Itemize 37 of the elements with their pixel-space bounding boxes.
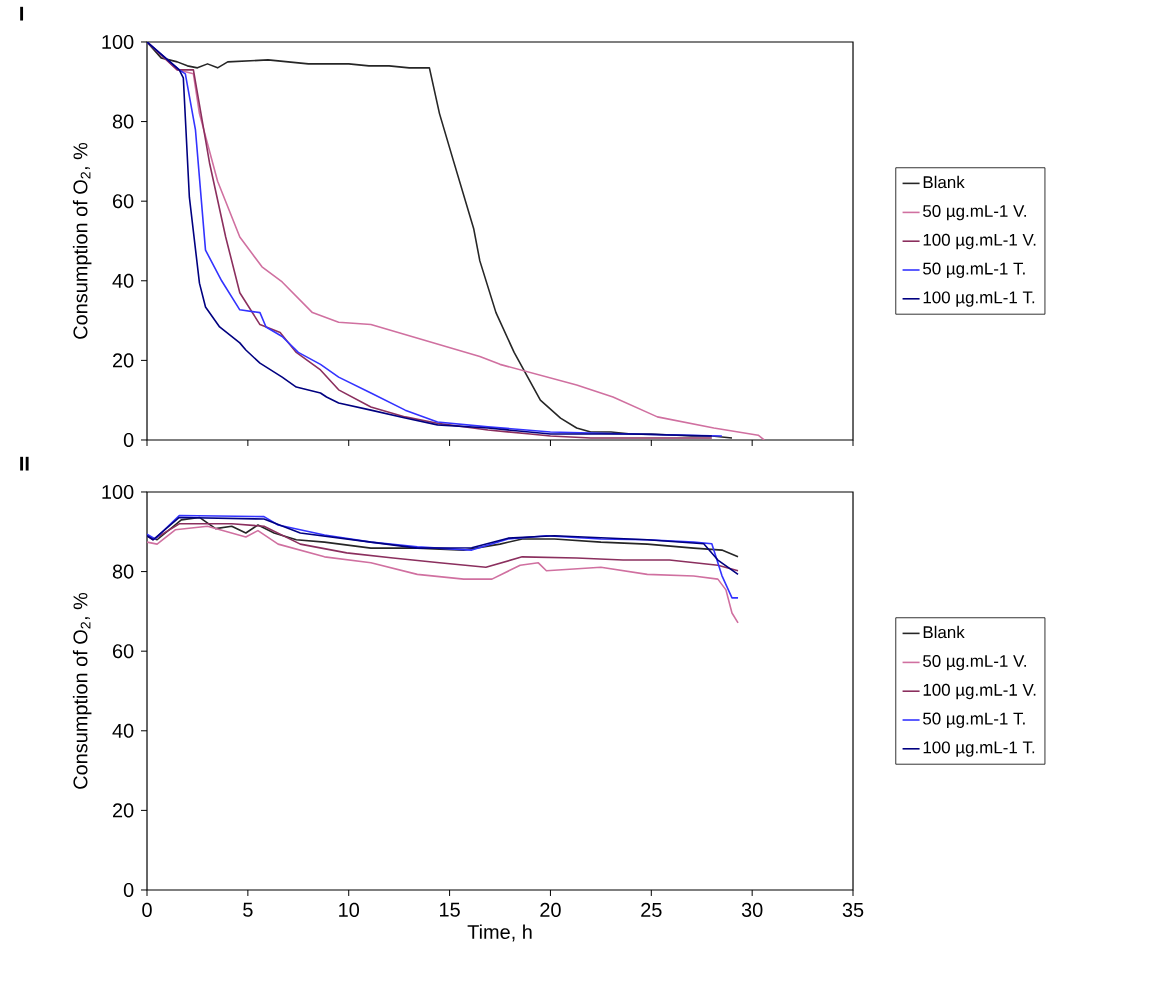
y-tick-label: 20 (113, 353, 134, 368)
x-tick-label: 5 (243, 902, 253, 917)
chart-title: II (20, 456, 29, 471)
x-tick-label: 0 (142, 902, 152, 917)
legend-label: 50 µg.mL-1 T. (923, 262, 1025, 278)
y-tick-label: 100 (102, 34, 134, 50)
legend-label: Blank (923, 625, 965, 639)
x-tick-label: 35 (842, 902, 864, 917)
x-axis-title: Time, h (467, 924, 532, 942)
y-tick-label: 80 (112, 114, 134, 129)
legend-label: 100 µg.mL-1 T. (923, 291, 1035, 307)
y-tick-label: 80 (112, 564, 134, 579)
y-tick-label: 20 (113, 803, 134, 818)
legend-label: 50 µg.mL-1 V. (923, 204, 1026, 221)
legend-label: 100 µg.mL-1 V. (923, 233, 1036, 250)
y-tick-label: 0 (123, 882, 134, 898)
y-tick-label: 0 (123, 432, 134, 448)
x-tick-label: 25 (641, 902, 662, 917)
legend-label: 50 µg.mL-1 V. (923, 655, 1026, 671)
legend-label: 100 µg.mL-1 V. (923, 683, 1036, 700)
y-axis-title: Consumption of O$_{2}$, % (72, 592, 92, 789)
x-tick-label: 10 (339, 902, 360, 917)
y-tick-label: 60 (113, 194, 134, 209)
x-tick-label: 20 (540, 902, 561, 917)
x-tick-label: 15 (440, 902, 460, 917)
line-series (147, 525, 739, 624)
legend-label: Blank (923, 175, 965, 189)
y-tick-label: 100 (102, 484, 134, 500)
line-series (147, 516, 739, 576)
legend-label: 50 µg.mL-1 T. (923, 712, 1025, 728)
y-axis-title: Consumption of O$_{2}$, % (72, 142, 92, 339)
y-tick-label: 40 (112, 723, 134, 738)
x-tick-label: 30 (741, 902, 763, 917)
legend-label: 100 µg.mL-1 T. (923, 741, 1035, 757)
y-tick-label: 40 (112, 273, 134, 288)
y-tick-label: 60 (113, 644, 134, 659)
chart-title: I (20, 6, 24, 21)
